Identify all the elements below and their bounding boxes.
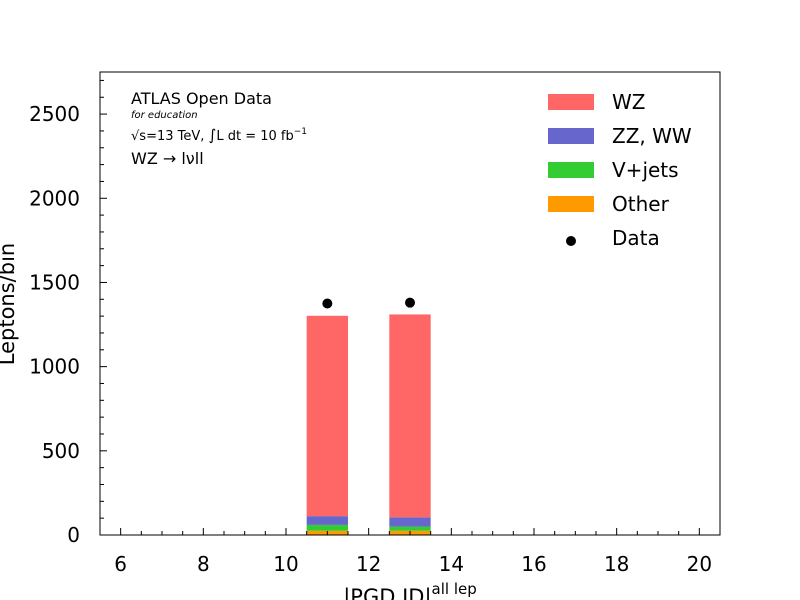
legend-swatch-other [548, 196, 594, 212]
legend-label-vjets: V+jets [612, 158, 679, 182]
x-axis-label: |PGD ID|all lep [343, 580, 477, 600]
data-point [322, 298, 333, 309]
x-axis-label-main: |PGD ID| [343, 585, 431, 600]
lumi-value: L dt = 10 fb [216, 129, 293, 144]
bar-wz-bin-0 [306, 315, 348, 517]
x-tick-label: 18 [604, 552, 629, 576]
y-tick-label: 1500 [29, 270, 80, 294]
legend-marker-data [566, 236, 576, 246]
x-tick-label: 6 [114, 552, 127, 576]
integral-sign: ∫ [209, 126, 217, 144]
bar-v-jets-bin-0 [306, 524, 348, 531]
y-tick-label: 0 [67, 523, 80, 547]
bar-wz-bin-1 [389, 314, 431, 518]
plot-frame [99, 71, 721, 536]
lumi-exponent: −1 [294, 127, 307, 137]
y-tick-label: 1000 [29, 355, 80, 379]
x-tick-label: 12 [356, 552, 381, 576]
legend-label-wz: WZ [612, 90, 645, 114]
bar-zz-ww-bin-0 [306, 516, 348, 525]
x-tick-label: 16 [521, 552, 546, 576]
legend-label-other: Other [612, 192, 670, 216]
x-tick-label: 10 [273, 552, 298, 576]
bar-v-jets-bin-1 [389, 526, 431, 531]
x-axis: 6 8 10 12 14 16 18 20 [114, 528, 712, 576]
x-axis-label-superscript: all lep [432, 580, 477, 598]
x-tick-label: 8 [197, 552, 210, 576]
legend-swatch-wz [548, 94, 594, 110]
data-point [405, 297, 415, 308]
process-label: WZ → lνll [131, 149, 204, 168]
energy-value: =13 TeV, [146, 129, 208, 144]
y-axis: 0 500 1000 1500 2000 2500 [29, 79, 107, 547]
x-tick-label: 14 [439, 552, 464, 576]
bars-layer [306, 314, 431, 535]
education-label: for education [131, 110, 198, 121]
y-tick-label: 2500 [29, 102, 80, 126]
legend-label-data: Data [612, 226, 660, 250]
legend-swatch-zz-ww [548, 128, 594, 144]
data-points-layer [322, 297, 415, 309]
y-axis-label: Leptons/bin [0, 243, 19, 365]
y-tick-label: 2000 [29, 186, 80, 210]
legend-swatch-vjets [548, 162, 594, 178]
legend: WZ ZZ, WW V+jets Other Data [548, 90, 692, 250]
energy-lumi-label: √s=13 TeV, ∫L dt = 10 fb−1 [131, 126, 307, 144]
legend-label-zz-ww: ZZ, WW [612, 124, 692, 148]
x-tick-label: 20 [687, 552, 712, 576]
experiment-label: ATLAS Open Data [131, 89, 272, 108]
bar-zz-ww-bin-1 [389, 517, 431, 527]
sqrt-s: √s [131, 129, 146, 144]
y-tick-label: 500 [42, 439, 80, 463]
